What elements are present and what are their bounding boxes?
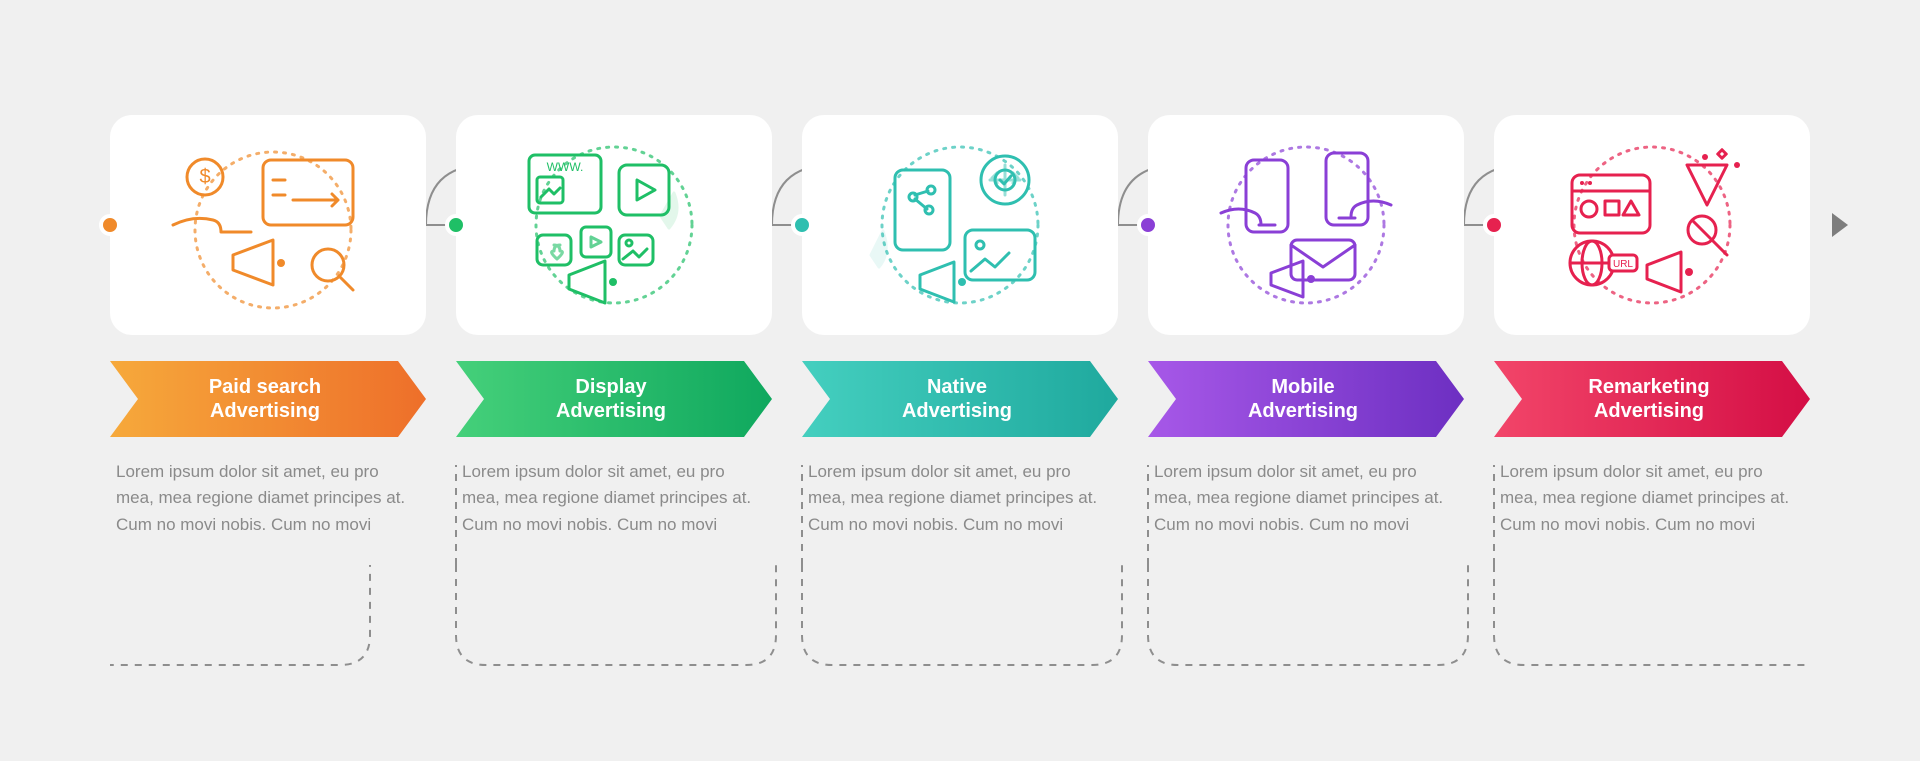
banner-paid-search: Paid search Advertising xyxy=(110,361,426,437)
banner-native: Native Advertising xyxy=(802,361,1118,437)
dot-mobile xyxy=(1137,214,1159,236)
dot-native xyxy=(791,214,813,236)
banner-title: Native Advertising xyxy=(902,375,1012,423)
card-paid-search: $ xyxy=(110,115,426,335)
banner-title: Mobile Advertising xyxy=(1248,375,1358,423)
card-mobile xyxy=(1148,115,1464,335)
banner-title: Remarketing Advertising xyxy=(1588,375,1709,423)
remarketing-icon: URL xyxy=(1537,135,1767,315)
step-mobile: Mobile Advertising Lorem ipsum dolor sit… xyxy=(1148,115,1464,538)
desc-remarketing: Lorem ipsum dolor sit amet, eu pro mea, … xyxy=(1494,459,1810,538)
desc-display: Lorem ipsum dolor sit amet, eu pro mea, … xyxy=(456,459,772,538)
dot-paid-search xyxy=(99,214,121,236)
native-icon xyxy=(845,135,1075,315)
infographic-container: $ Paid search Advertising Lorem ipsum do… xyxy=(110,115,1810,705)
card-display: WWW. xyxy=(456,115,772,335)
banner-display: Display Advertising xyxy=(456,361,772,437)
svg-text:$: $ xyxy=(199,166,210,188)
card-remarketing: URL xyxy=(1494,115,1810,335)
banner-title: Paid search Advertising xyxy=(209,375,321,423)
step-display: WWW. Display Advertising Lorem ipsum dol… xyxy=(456,115,772,538)
dot-display xyxy=(445,214,467,236)
banner-title: Display Advertising xyxy=(556,375,666,423)
step-native: Native Advertising Lorem ipsum dolor sit… xyxy=(802,115,1118,538)
mobile-icon xyxy=(1191,135,1421,315)
display-icon: WWW. xyxy=(499,135,729,315)
step-remarketing: URL Remarketing Advertising Lorem ipsum … xyxy=(1494,115,1810,538)
svg-text:URL: URL xyxy=(1613,259,1633,270)
banner-mobile: Mobile Advertising xyxy=(1148,361,1464,437)
steps-row: $ Paid search Advertising Lorem ipsum do… xyxy=(110,115,1810,538)
card-native xyxy=(802,115,1118,335)
desc-mobile: Lorem ipsum dolor sit amet, eu pro mea, … xyxy=(1148,459,1464,538)
end-arrow-icon xyxy=(1832,213,1848,237)
dot-remarketing xyxy=(1483,214,1505,236)
step-paid-search: $ Paid search Advertising Lorem ipsum do… xyxy=(110,115,426,538)
svg-text:WWW.: WWW. xyxy=(547,160,584,174)
paid-search-icon: $ xyxy=(153,135,383,315)
desc-paid-search: Lorem ipsum dolor sit amet, eu pro mea, … xyxy=(110,459,426,538)
desc-native: Lorem ipsum dolor sit amet, eu pro mea, … xyxy=(802,459,1118,538)
banner-remarketing: Remarketing Advertising xyxy=(1494,361,1810,437)
